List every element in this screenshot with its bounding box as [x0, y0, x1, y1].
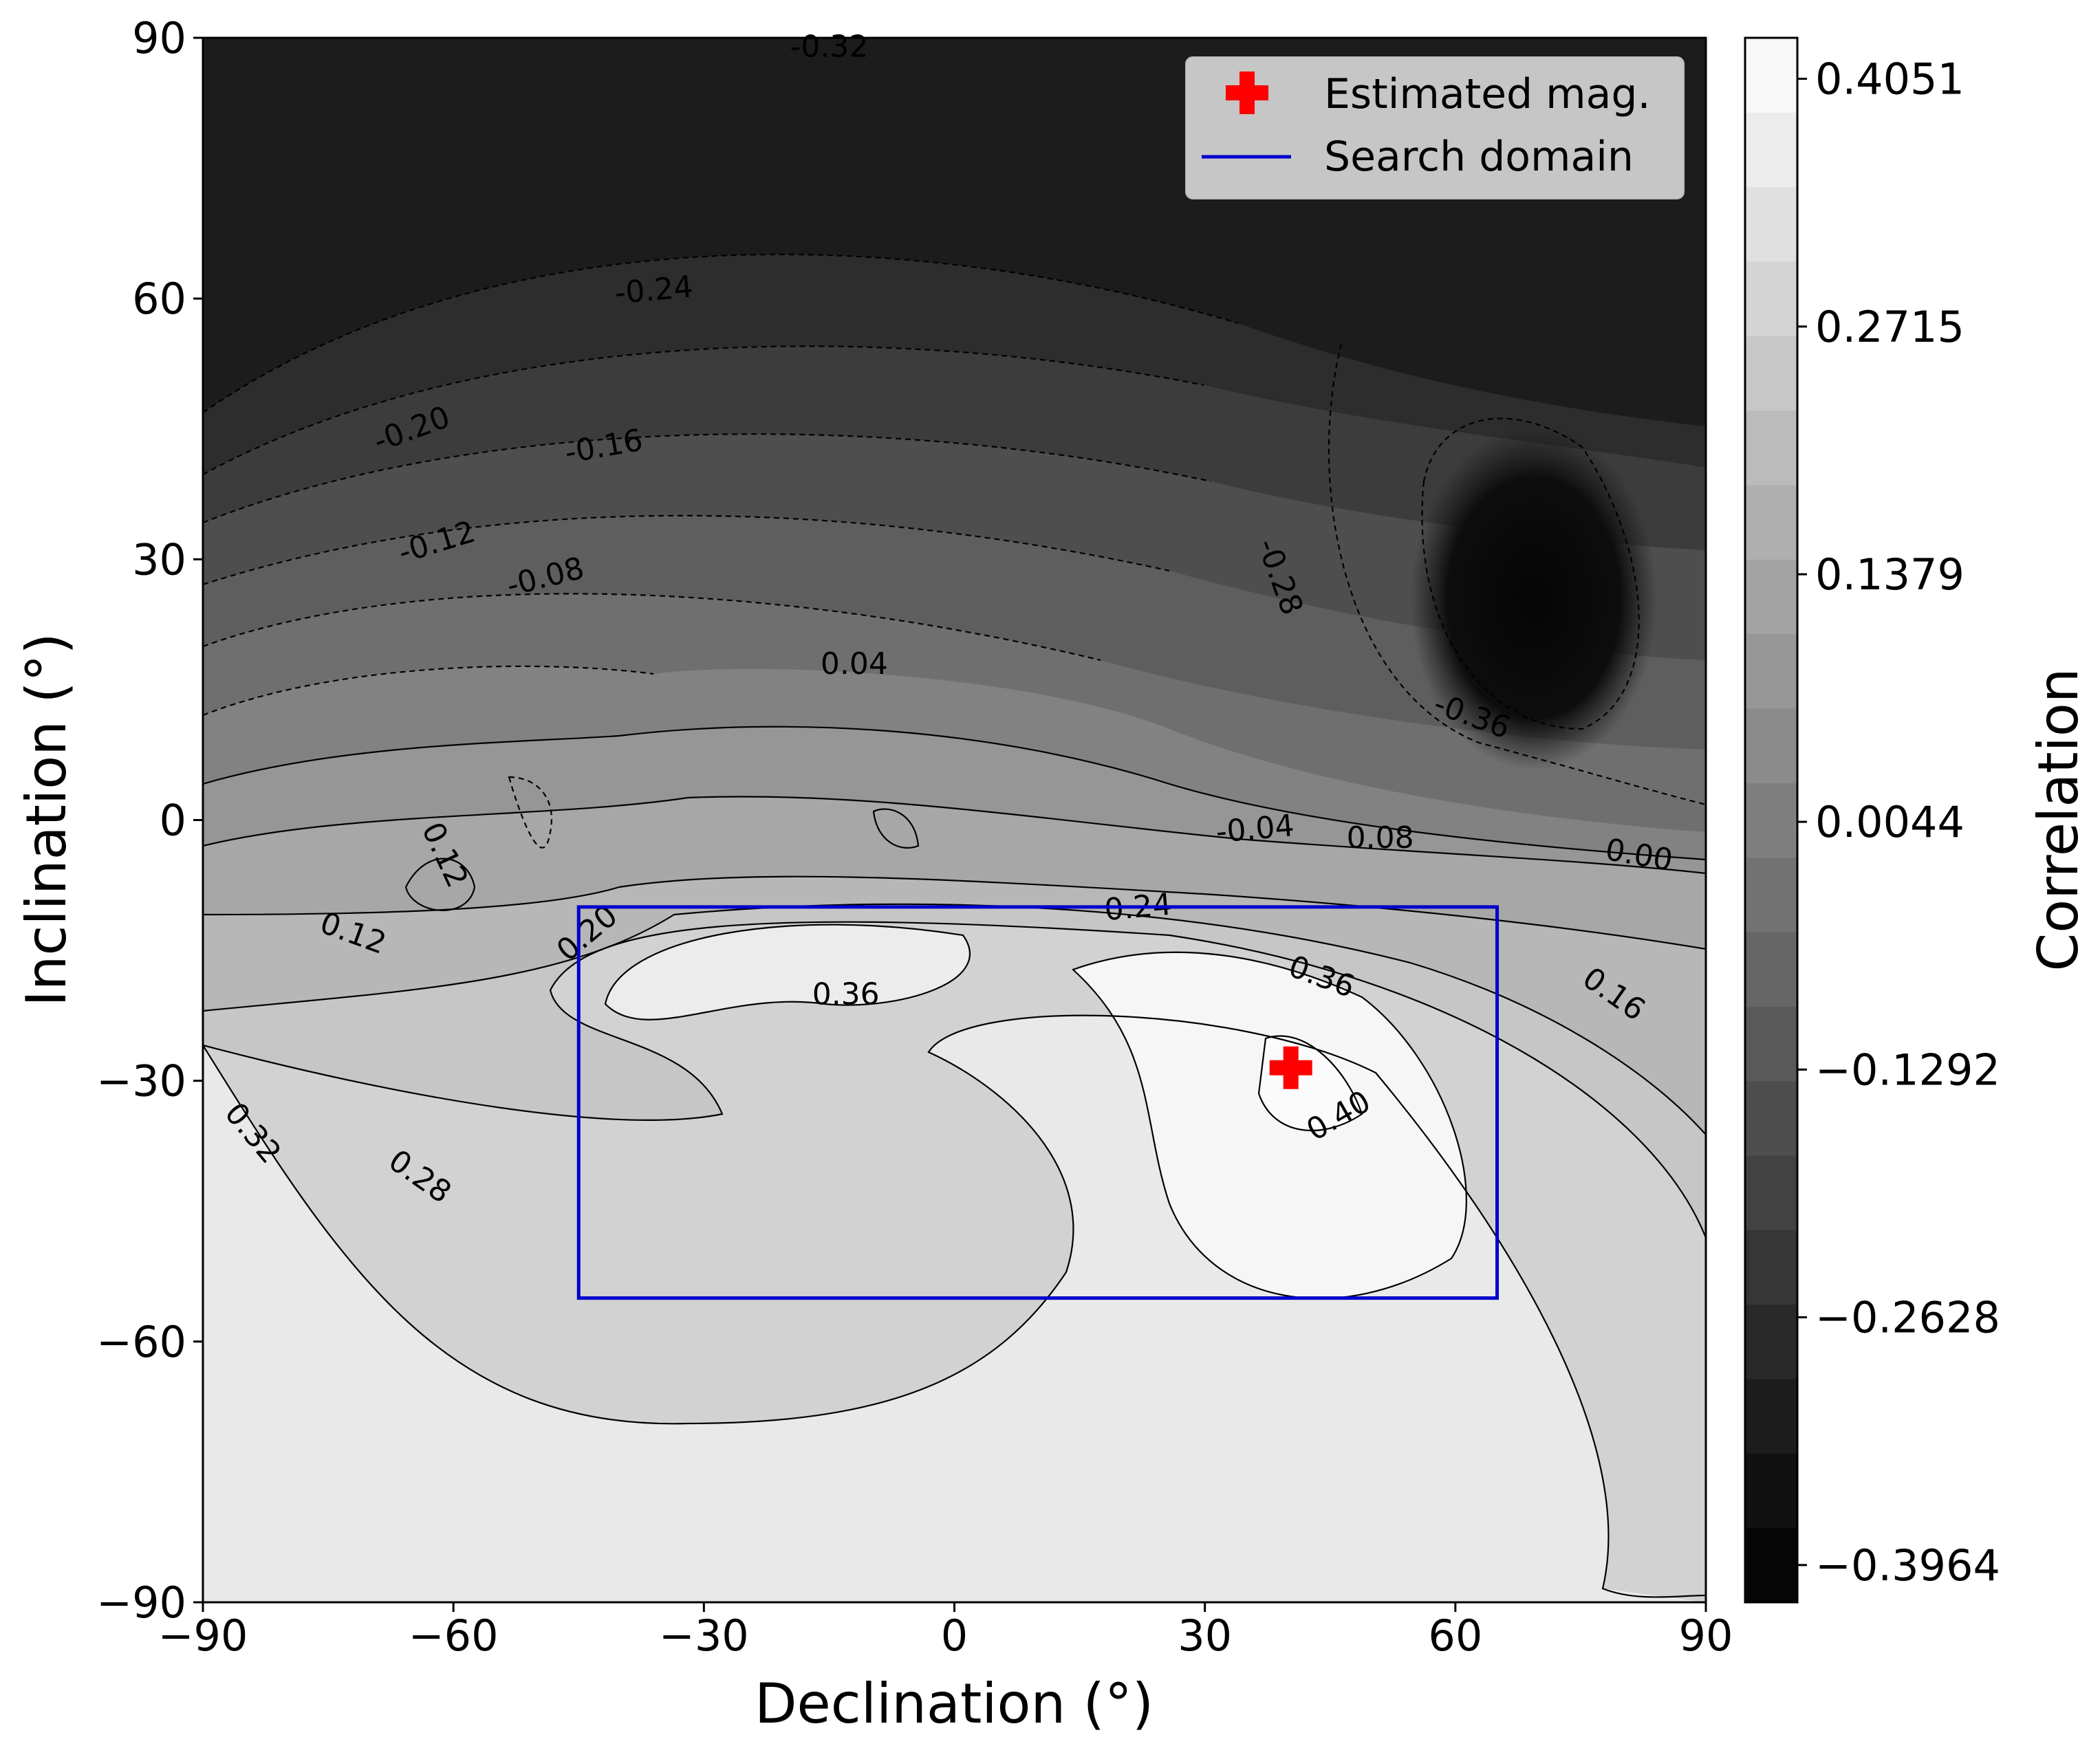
colorbar-band: [1745, 261, 1797, 336]
legend-box: [1185, 56, 1685, 199]
y-tick-label: −30: [96, 1056, 186, 1106]
y-tick-label: 0: [160, 796, 186, 846]
contour-label: 0.36: [812, 976, 880, 1012]
colorbar-band: [1745, 336, 1797, 411]
y-tick-label: −60: [96, 1317, 186, 1367]
colorbar-band: [1745, 410, 1797, 485]
legend-label-search: Search domain: [1324, 133, 1634, 181]
x-axis-ticks: −90 −60 −30 0 30 60 90: [158, 1602, 1733, 1661]
x-tick-label: 90: [1679, 1611, 1733, 1661]
y-tick-label: −90: [96, 1578, 186, 1628]
legend-label-estimated: Estimated mag.: [1324, 70, 1651, 118]
colorbar-band: [1745, 932, 1797, 1007]
colorbar-band: [1745, 708, 1797, 783]
legend-marker-plus: [1226, 72, 1268, 114]
colorbar-band: [1745, 783, 1797, 858]
colorbar-band: [1745, 1527, 1797, 1603]
x-tick-label: 30: [1178, 1611, 1232, 1661]
colorbar-band: [1745, 1006, 1797, 1082]
x-tick-label: −60: [409, 1611, 499, 1661]
colorbar: 0.4051 0.2715 0.1379 0.0044 −0.1292 −0.2628 −0…: [1744, 36, 2090, 1604]
y-tick-label: 90: [132, 13, 186, 63]
x-tick-label: −30: [659, 1611, 749, 1661]
colorbar-ticks: 0.4051 0.2715 0.1379 0.0044 −0.1292 −0.2628 −0…: [1797, 54, 2000, 1591]
colorbar-band: [1745, 1379, 1797, 1454]
colorbar-bands: [1745, 38, 1797, 1603]
colorbar-tick-label: −0.1292: [1815, 1045, 2000, 1095]
contour-lines: [203, 253, 1706, 1598]
contour-label: 0.08: [1347, 820, 1414, 855]
contour-fill-area: [203, 38, 1706, 1602]
colorbar-band: [1745, 186, 1797, 262]
colorbar-band: [1745, 38, 1797, 113]
contour-label: -0.04: [1215, 808, 1296, 850]
y-axis-ticks: −90 −60 −30 0 30 60 90: [96, 13, 203, 1628]
y-tick-label: 60: [132, 274, 186, 324]
estimated-mag-marker: [1269, 1046, 1312, 1089]
y-axis-label: Inclination (°): [14, 633, 78, 1007]
colorbar-label: Correlation: [2026, 668, 2090, 971]
colorbar-band: [1745, 1230, 1797, 1305]
colorbar-band: [1745, 1155, 1797, 1230]
search-domain-rect: [576, 905, 1500, 1300]
colorbar-tick-label: 0.1379: [1815, 549, 1964, 600]
colorbar-band: [1745, 485, 1797, 560]
contour-label: 0.04: [821, 646, 888, 681]
colorbar-band: [1745, 1080, 1797, 1156]
colorbar-tick-label: 0.0044: [1815, 797, 1964, 847]
x-tick-label: 60: [1428, 1611, 1482, 1661]
colorbar-band: [1745, 559, 1797, 635]
contour-label: -0.24: [614, 270, 695, 312]
colorbar-tick-label: −0.2628: [1815, 1293, 2000, 1343]
x-axis-label: Declination (°): [755, 1672, 1154, 1736]
colorbar-band: [1745, 857, 1797, 932]
y-tick-label: 30: [132, 534, 186, 585]
colorbar-frame: [1744, 36, 1799, 1604]
colorbar-band: [1745, 633, 1797, 709]
colorbar-tick-label: 0.2715: [1815, 302, 1964, 352]
colorbar-tick-label: −0.3964: [1815, 1540, 2000, 1591]
legend: Estimated mag. Search domain: [1185, 56, 1685, 199]
x-tick-label: −90: [158, 1611, 248, 1661]
x-tick-label: 0: [941, 1611, 968, 1661]
colorbar-band: [1745, 112, 1797, 188]
colorbar-tick-label: 0.4051: [1815, 54, 1964, 105]
colorbar-band: [1745, 1304, 1797, 1379]
contour-label: -0.32: [790, 30, 868, 65]
colorbar-band: [1745, 1453, 1797, 1529]
